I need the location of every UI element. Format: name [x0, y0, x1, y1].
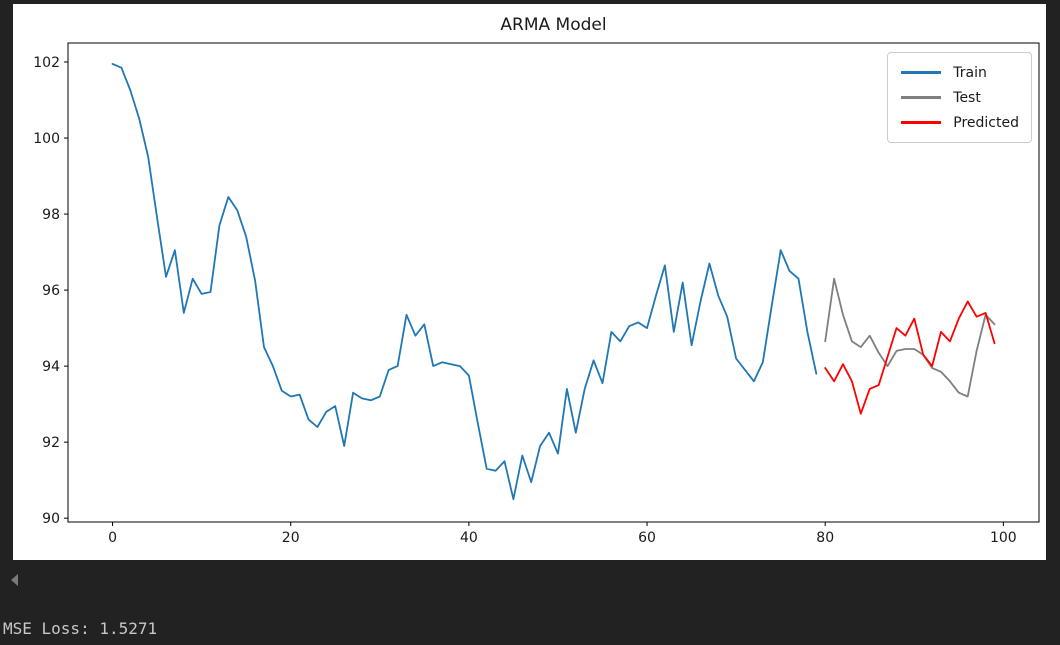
legend-row-test: Test [901, 85, 1019, 110]
x-tick-label: 40 [460, 530, 478, 546]
x-tick-label: 80 [816, 530, 834, 546]
y-tick-label: 100 [33, 131, 60, 147]
legend-swatch-test [901, 96, 942, 99]
x-tick-label: 0 [108, 530, 117, 546]
series-line-Predicted [824, 300, 996, 415]
y-tick-label: 92 [42, 435, 60, 451]
y-tick-label: 90 [42, 511, 60, 527]
y-tick-label: 98 [42, 207, 60, 223]
plot-area: 0 20 40 60 80 100 90 92 94 96 98 100 102 [33, 42, 1040, 546]
chart-title: ARMA Model [500, 15, 607, 35]
chart-legend: Train Test Predicted [887, 52, 1032, 143]
x-tick-label: 20 [282, 530, 300, 546]
legend-label-test: Test [953, 89, 981, 106]
y-tick-label: 94 [42, 359, 60, 375]
legend-swatch-train [901, 71, 942, 74]
x-tick-label: 60 [638, 530, 656, 546]
legend-row-train: Train [901, 60, 1019, 85]
y-tick-label: 102 [33, 55, 60, 71]
legend-row-predicted: Predicted [901, 110, 1019, 135]
x-tick-label: 100 [990, 530, 1017, 546]
series-line-Test [824, 277, 996, 398]
y-tick-label: 96 [42, 283, 60, 299]
legend-label-predicted: Predicted [953, 114, 1019, 131]
mse-loss-text: MSE Loss: 1.5271 [3, 619, 158, 638]
matplotlib-figure: ARMA Model 0 20 40 60 80 100 90 92 94 96 98 100 102 … [13, 4, 1046, 560]
legend-label-train: Train [953, 64, 987, 81]
scroll-left-arrow-icon[interactable] [11, 574, 18, 586]
legend-swatch-predicted [901, 121, 942, 124]
series-line-Train [111, 63, 818, 501]
